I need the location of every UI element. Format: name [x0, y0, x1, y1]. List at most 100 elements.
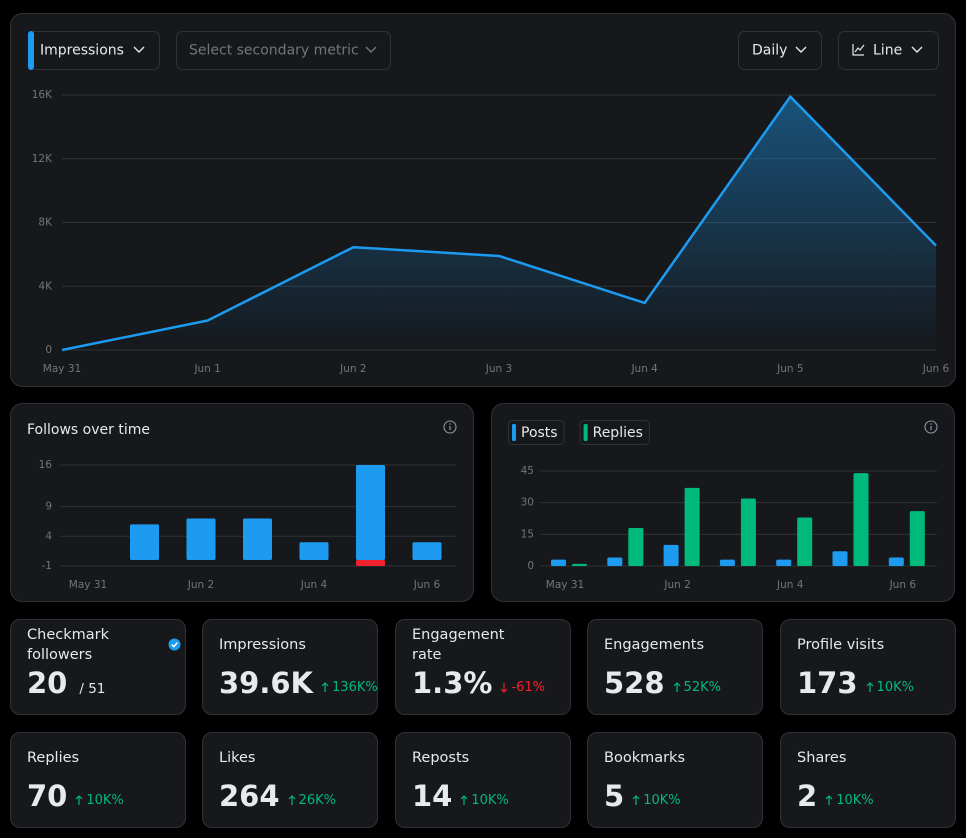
- x-tick-label: Jun 4: [776, 579, 804, 591]
- x-tick-label: Jun 6: [922, 363, 950, 375]
- stat-label: Shares: [797, 750, 847, 766]
- stat-value: 70: [27, 779, 68, 813]
- stat-change-text: 10K%: [86, 793, 124, 808]
- x-tick-label: Jun 3: [485, 363, 512, 375]
- stat-label: Replies: [27, 750, 80, 766]
- stat-card: Engagements 528 52K%: [587, 619, 763, 715]
- interval-dropdown[interactable]: Daily: [738, 31, 822, 70]
- y-tick-label: 16K: [32, 89, 53, 101]
- info-icon[interactable]: [924, 420, 938, 434]
- stat-value: 173: [797, 666, 858, 700]
- trend-arrow: [825, 795, 833, 805]
- y-tick-label: 15: [521, 528, 534, 540]
- bar: [797, 517, 813, 566]
- bar: [628, 528, 644, 566]
- stat-label: Engagements: [604, 637, 705, 653]
- stat-value: 14: [412, 779, 453, 813]
- x-tick-label: May 31: [43, 363, 81, 375]
- stat-card: Reposts 14 10K%: [395, 732, 571, 828]
- stat-value: 264: [219, 779, 280, 813]
- bar: [663, 544, 679, 566]
- stat-change: 10K%: [825, 793, 874, 808]
- bar: [740, 498, 756, 566]
- stat-label: Profile visits: [797, 637, 885, 653]
- trend-arrow: [673, 682, 680, 692]
- stat-change: 52K%: [673, 680, 721, 695]
- primary-metric-dropdown[interactable]: Impressions: [28, 31, 160, 70]
- bar: [130, 524, 159, 561]
- bar: [607, 557, 623, 566]
- legend-item[interactable]: Posts: [508, 420, 565, 445]
- stat-change-text: 10K%: [643, 793, 681, 808]
- charts-layer: Impressions Select secondary metric Dail…: [10, 13, 956, 602]
- trend-arrow: [288, 795, 295, 805]
- bar: [412, 542, 442, 561]
- bar: [719, 559, 735, 566]
- legend-swatch: [512, 424, 516, 441]
- stat-change: -61%: [500, 680, 545, 695]
- x-tick-label: Jun 4: [300, 579, 328, 591]
- stat-row: 528 52K%: [604, 666, 721, 700]
- secondary-metric-dropdown[interactable]: Select secondary metric: [176, 31, 391, 70]
- bar: [684, 487, 700, 566]
- chart-style-text: Line: [873, 43, 902, 59]
- line: [61, 95, 937, 352]
- legend-label: Posts: [521, 425, 558, 441]
- y-tick-label: 0: [527, 560, 534, 572]
- x-tick-label: May 31: [69, 579, 107, 591]
- x-tick-label: Jun 2: [187, 579, 214, 591]
- x-tick-label: Jun 5: [776, 363, 803, 375]
- legend-box: [579, 420, 650, 445]
- x-tick-label: Jun 2: [663, 579, 690, 591]
- stat-total: / 51: [79, 681, 106, 697]
- stat-value: 20: [27, 666, 68, 700]
- y-tick-label: 12K: [32, 153, 53, 165]
- stat-change-text: 10K%: [836, 793, 874, 808]
- stat-change-text: 26K%: [298, 793, 336, 808]
- trend-arrow: [321, 682, 329, 692]
- bar: [776, 559, 792, 566]
- bar: [299, 542, 329, 561]
- legend-item[interactable]: Replies: [579, 420, 650, 445]
- y-tick-label: 4: [45, 530, 52, 542]
- stat-card: Checkmark followers 20 / 51: [10, 619, 186, 715]
- y-tick-label: 8K: [38, 217, 53, 229]
- stat-change-text: 136K%: [332, 680, 378, 695]
- interval-text: Daily: [752, 43, 787, 59]
- bar: [572, 563, 587, 566]
- stat-card: Replies 70 10K%: [10, 732, 186, 828]
- stat-card: Shares 2 10K%: [780, 732, 956, 828]
- x-tick-label: Jun 2: [339, 363, 366, 375]
- x-tick-label: Jun 4: [630, 363, 658, 375]
- x-tick-label: May 31: [546, 579, 584, 591]
- y-tick-label: 9: [45, 501, 52, 513]
- area-fill: [62, 96, 936, 350]
- legend-label: Replies: [593, 425, 643, 441]
- x-tick-label: Jun 6: [413, 579, 441, 591]
- stat-value: 39.6K: [219, 666, 314, 700]
- stat-label: Likes: [219, 750, 256, 766]
- stat-row: 2 10K%: [797, 779, 874, 813]
- chart-style-dropdown[interactable]: Line: [838, 31, 939, 70]
- stat-row: 39.6K 136K%: [219, 666, 378, 700]
- y-tick-label: 16: [39, 459, 53, 471]
- stat-change: 136K%: [321, 680, 378, 695]
- stat-label: Bookmarks: [604, 750, 686, 766]
- stat-row: 70 10K%: [27, 779, 124, 813]
- stat-change: 10K%: [460, 793, 509, 808]
- stat-value: 528: [604, 666, 665, 700]
- follows-title: Follows over time: [27, 422, 150, 438]
- stat-row: 14 10K%: [412, 779, 509, 813]
- stat-row: 264 26K%: [219, 779, 336, 813]
- trend-arrow: [501, 683, 508, 693]
- info-icon[interactable]: [443, 420, 457, 434]
- stat-row: 173 10K%: [797, 666, 914, 700]
- stat-change-text: -61%: [511, 680, 546, 695]
- stat-card: Likes 264 26K%: [202, 732, 378, 828]
- y-tick-label: 30: [521, 497, 534, 509]
- stat-label: Checkmark followers: [27, 627, 109, 663]
- y-tick-label: 0: [45, 344, 52, 356]
- x-tick-label: Jun 1: [193, 363, 220, 375]
- stat-card: Engagement rate 1.3% -61%: [395, 619, 571, 715]
